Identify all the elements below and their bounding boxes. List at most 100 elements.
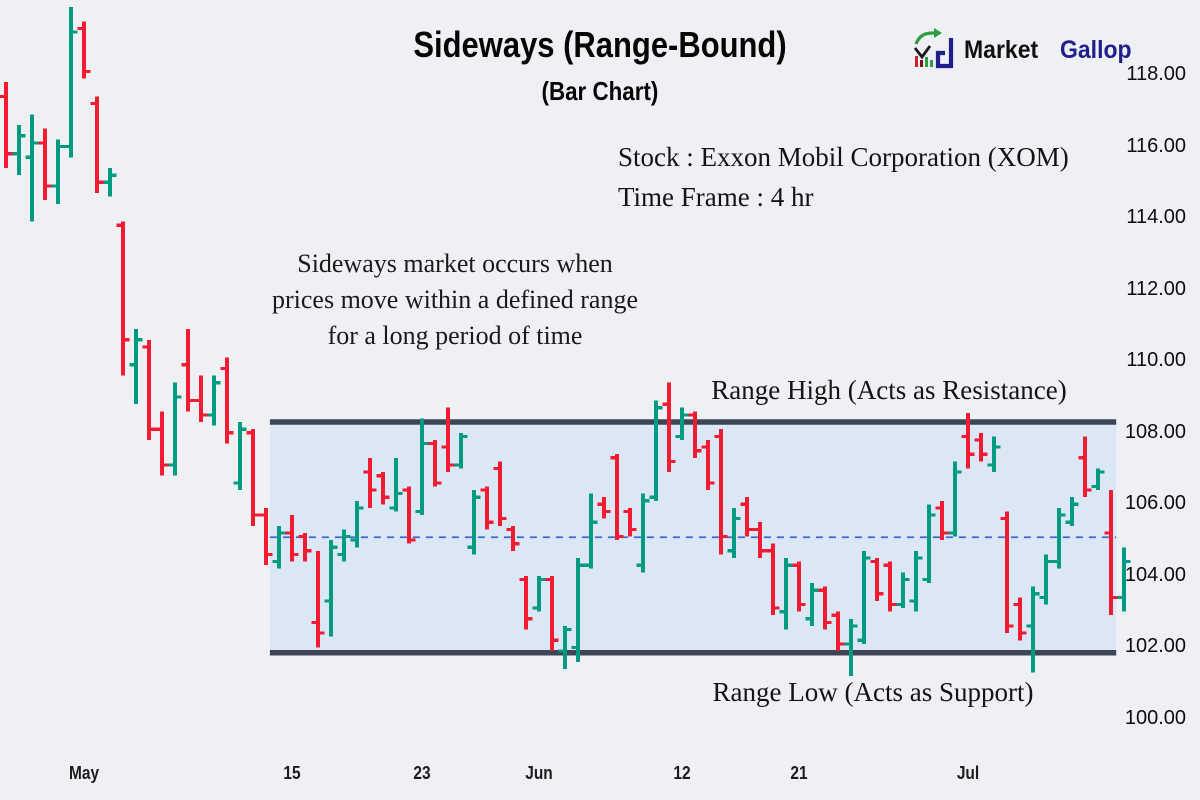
ohlc-bar	[818, 586, 832, 630]
x-axis-tick-label: May	[66, 763, 101, 784]
ohlc-bar	[584, 493, 598, 569]
ohlc-bar	[259, 507, 273, 566]
ohlc-bar	[168, 382, 182, 476]
ohlc-bar	[714, 429, 728, 555]
y-axis-tick-label: 106.00	[1124, 492, 1186, 515]
ohlc-bar	[766, 543, 780, 616]
annotation-line-2: prices move within a defined range	[271, 285, 639, 314]
ohlc-bar	[883, 561, 897, 612]
stock-line: Stock : Exxon Mobil Corporation (XOM)	[618, 142, 1069, 172]
logo-arrow-curve	[914, 31, 937, 45]
logo-zigzag	[913, 45, 932, 60]
page-subtitle-text: (Bar Chart)	[541, 76, 659, 106]
ohlc-bar	[480, 486, 494, 530]
range-high-label: Range High (Acts as Resistance)	[711, 375, 1067, 405]
ohlc-bar	[506, 525, 520, 551]
ohlc-bar	[1091, 468, 1105, 491]
ohlc-bar	[415, 418, 429, 516]
ohlc-bar	[207, 375, 221, 426]
page-subtitle: (Bar Chart)	[0, 76, 1200, 107]
ohlc-bar	[1026, 586, 1040, 673]
ohlc-bar	[311, 550, 325, 648]
ohlc-bar	[441, 407, 455, 473]
ohlc-bar	[233, 422, 247, 491]
ohlc-bar	[792, 561, 806, 612]
ohlc-bar	[558, 625, 572, 669]
ohlc-bar	[142, 339, 156, 440]
ohlc-bar	[38, 128, 52, 201]
timeframe-line: Time Frame : 4 hr	[618, 182, 814, 212]
ohlc-bar	[181, 329, 195, 412]
ohlc-bar	[285, 515, 299, 562]
ohlc-bar	[376, 472, 390, 505]
ohlc-bar	[363, 457, 377, 508]
y-axis-tick-label: 108.00	[1124, 420, 1186, 443]
ohlc-bar	[389, 457, 403, 512]
ohlc-bar	[454, 432, 468, 469]
market-gallop-icon	[913, 28, 954, 69]
ohlc-bar	[974, 432, 988, 462]
ohlc-bar	[1039, 554, 1053, 605]
ohlc-bar	[350, 500, 364, 548]
y-axis-tick-label: 102.00	[1124, 635, 1186, 658]
logo-text-gallop: Gallop	[1059, 35, 1132, 64]
ohlc-bar	[597, 497, 611, 519]
x-axis-tick-text: May	[68, 763, 100, 783]
ohlc-bar	[987, 436, 1001, 473]
page-title-text: Sideways (Range-Bound)	[413, 24, 787, 65]
page-title: Sideways (Range-Bound)	[0, 24, 1200, 66]
brand-logo: Market Gallop	[912, 26, 1137, 74]
y-axis-tick-label: 114.00	[1126, 206, 1186, 229]
x-axis-tick-label: Jul	[955, 763, 981, 784]
ohlc-bars	[0, 7, 1131, 677]
range-low-label: Range Low (Acts as Support)	[712, 677, 1034, 707]
ohlc-bar	[805, 583, 819, 626]
ohlc-bar	[337, 529, 351, 562]
ohlc-bar	[1065, 497, 1079, 526]
ohlc-bar	[1104, 490, 1118, 616]
ohlc-bar	[909, 550, 923, 612]
ohlc-bar	[467, 490, 481, 555]
y-axis-tick-label: 104.00	[1124, 563, 1186, 586]
ohlc-bar	[519, 575, 533, 630]
ohlc-bar	[831, 611, 845, 652]
ohlc-bar	[844, 618, 858, 677]
y-axis-tick-label: 116.00	[1126, 134, 1186, 157]
ohlc-bar	[623, 507, 637, 537]
ohlc-bar	[857, 550, 871, 644]
logo-bar-red-1	[915, 56, 918, 67]
logo-bar-dark	[920, 60, 923, 67]
ohlc-bar	[493, 461, 507, 526]
x-axis-tick-label: Jun	[523, 763, 555, 784]
ohlc-bar	[649, 400, 663, 501]
ohlc-bar	[220, 357, 234, 444]
annotation-line-3: for a long period of time	[327, 321, 583, 350]
ohlc-bar	[961, 413, 975, 469]
x-axis-tick-label: 21	[789, 763, 809, 784]
annotation-line-1: Sideways market occurs when	[297, 249, 613, 278]
ohlc-bar	[428, 439, 442, 487]
logo-bar-green-1	[925, 57, 928, 67]
ohlc-bar	[870, 558, 884, 601]
x-axis-tick-label: 23	[412, 763, 432, 784]
ohlc-bar	[64, 7, 78, 158]
ohlc-bar	[324, 540, 338, 637]
y-axis-tick-label: 112.00	[1126, 277, 1186, 300]
ohlc-bar	[298, 532, 312, 562]
ohlc-bar	[1078, 436, 1092, 498]
ohlc-bar	[90, 96, 104, 194]
ohlc-bar	[662, 382, 676, 473]
y-axis-tick-label: 100.00	[1124, 707, 1186, 729]
ohlc-bar	[571, 558, 585, 662]
ohlc-bar	[532, 575, 546, 612]
x-axis-tick-text: 15	[283, 763, 301, 783]
y-axis-tick-label: 118.00	[1126, 63, 1186, 85]
ohlc-bar	[727, 507, 741, 558]
x-axis-tick-text: 23	[413, 763, 431, 783]
ohlc-bar	[779, 558, 793, 630]
ohlc-bar	[1000, 511, 1014, 634]
ohlc-bar	[636, 493, 650, 573]
sideways-annotation: Sideways market occurs when prices move …	[255, 246, 655, 354]
